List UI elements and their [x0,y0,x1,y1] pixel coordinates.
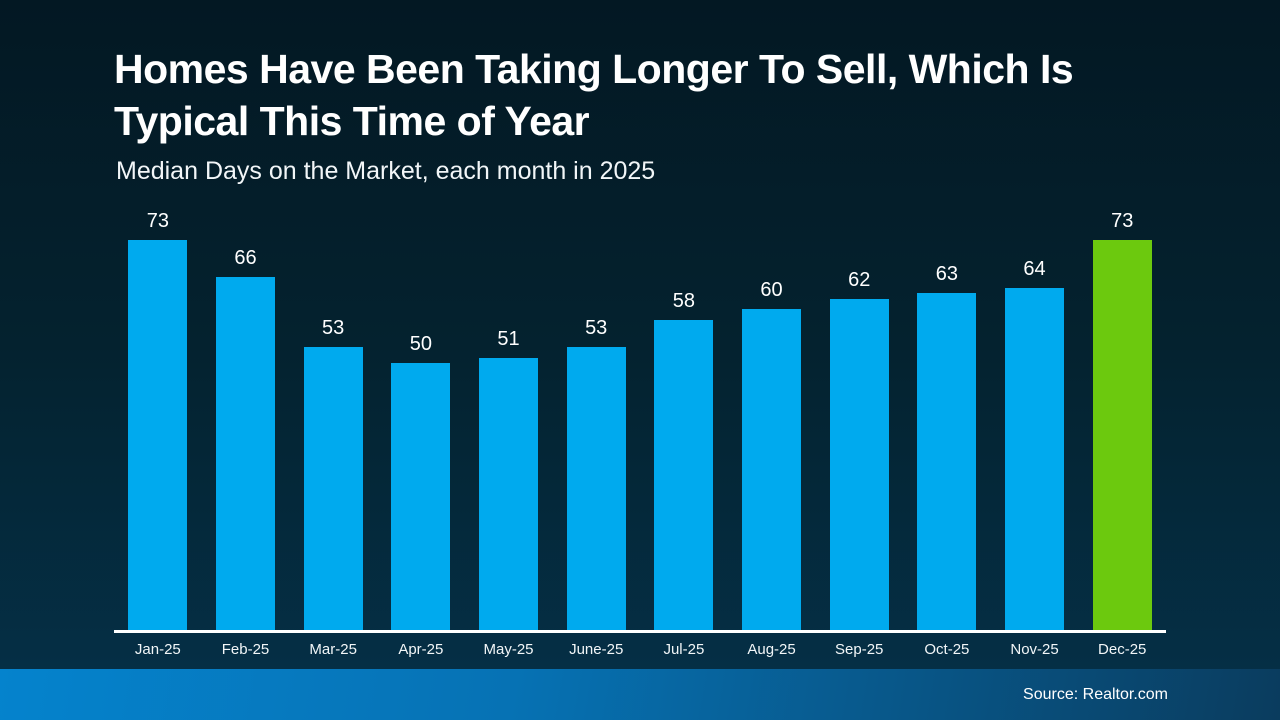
bar-column: 53 [552,317,640,630]
bar-value-label: 53 [585,317,608,339]
category-label: Dec-25 [1098,641,1147,658]
category-label: Nov-25 [1010,641,1059,658]
page-title-line2: Typical This Time of Year [114,97,590,144]
bar-value-label: 66 [234,247,257,269]
bar-column: 73 [114,210,202,630]
category-label: Oct-25 [924,641,970,658]
bar-column: 58 [640,290,728,630]
bar-value-label: 63 [935,263,958,285]
bar-Dec-25 [1092,240,1152,630]
bar-value-label: 58 [672,290,695,312]
category-label: Apr-25 [398,641,444,658]
bar-Mar-25 [303,347,363,630]
bar-May-25 [479,358,539,630]
bar-Feb-25 [216,277,275,630]
category-label: Feb-25 [221,641,270,658]
bar-column: 66 [202,247,290,630]
bar-value-label: 64 [1023,258,1046,280]
bar-column: 53 [289,317,377,630]
bar-Jul-25 [654,320,714,630]
bar-plot: 73 66 53 50 51 53 58 60 62 63 64 73 [114,204,1166,630]
bar-Aug-25 [742,309,802,630]
x-axis-line [114,630,1166,633]
page-title-line1: Homes Have Been Taking Longer To Sell, W… [114,46,1074,92]
category-label: Sep-25 [835,641,884,658]
bar-value-label: 50 [409,333,432,355]
bar-column: 60 [728,279,816,630]
category-label: Jan-25 [134,641,181,658]
bar-Nov-25 [1005,288,1065,630]
category-label: May-25 [483,641,534,658]
category-label: June-25 [569,641,624,658]
category-label: Mar-25 [309,641,357,658]
footer-bar: Source: Realtor.com [0,669,1280,720]
bar-column: 51 [465,328,553,630]
bar-column: 62 [815,269,903,630]
bar-June-25 [566,347,626,630]
category-label: Jul-25 [663,641,705,658]
bar-value-label: 51 [497,328,520,350]
bar-column: 64 [991,258,1079,630]
bar-chart: 73 66 53 50 51 53 58 60 62 63 64 73 Jan-25 Feb-25 Mar… [114,204,1166,658]
bar-value-label: 60 [760,279,783,301]
bar-Sep-25 [829,299,889,630]
bar-value-label: 62 [848,269,871,291]
bar-Apr-25 [391,363,451,630]
bar-value-label: 73 [1111,210,1134,232]
bar-Oct-25 [917,293,977,630]
page-subtitle: Median Days on the Market, each month in… [116,157,656,185]
page-title: Homes Have Been Taking Longer To Sell, W… [114,44,1194,147]
category-labels: Jan-25 Feb-25 Mar-25 Apr-25 May-25 June-25 Jul… [114,641,1166,658]
bar-Jan-25 [128,240,188,630]
bar-column: 50 [377,333,465,630]
bar-column: 63 [903,263,991,630]
bar-column: 73 [1078,210,1166,630]
source-attribution: Source: Realtor.com [1023,685,1168,703]
bar-value-label: 53 [322,317,345,339]
category-label: Aug-25 [747,641,796,658]
bar-value-label: 73 [146,210,169,232]
